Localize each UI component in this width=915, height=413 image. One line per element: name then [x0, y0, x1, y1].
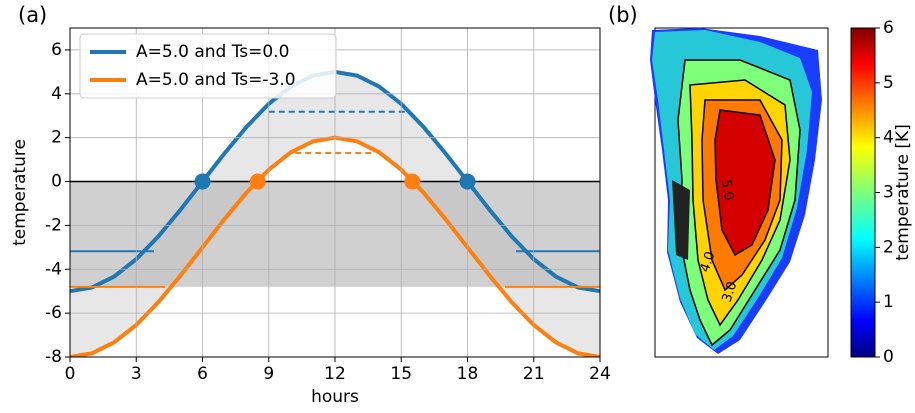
colorbar-tick-label: 5: [883, 73, 894, 93]
crossing-point: [249, 173, 266, 190]
contour-label: 5.0: [718, 179, 736, 202]
colorbar-label: temperature [K]: [893, 124, 913, 261]
x-tick-label: 18: [457, 364, 479, 384]
y-tick-label: 4: [51, 84, 62, 104]
y-tick-label: 2: [51, 128, 62, 148]
x-tick-label: 9: [263, 364, 274, 384]
x-tick-label: 0: [65, 364, 76, 384]
x-tick-label: 12: [324, 364, 346, 384]
crossing-point: [194, 173, 211, 190]
y-tick-label: -8: [45, 347, 62, 367]
panel-label: (a): [18, 3, 47, 27]
colorbar-tick-label: 6: [883, 18, 894, 38]
legend-label: A=5.0 and Ts=-3.0: [136, 70, 296, 90]
x-tick-label: 6: [197, 364, 208, 384]
colorbar-tick-label: 0: [883, 347, 894, 367]
colorbar: [850, 27, 876, 358]
y-tick-label: -2: [45, 215, 62, 235]
x-tick-label: 21: [523, 364, 545, 384]
crossing-point: [459, 173, 476, 190]
y-axis-label: temperature: [10, 139, 30, 246]
contour-label: 3.0: [720, 280, 741, 304]
y-tick-label: 6: [51, 40, 62, 60]
greenland-map: [650, 27, 829, 358]
x-axis-label: hours: [311, 387, 359, 407]
x-tick-label: 15: [390, 364, 412, 384]
colorbar-tick-label: 1: [883, 292, 894, 312]
crossing-point: [404, 173, 421, 190]
colorbar-tick-label: 3: [883, 183, 894, 203]
colorbar-tick-label: 2: [883, 237, 894, 257]
panel-label: (b): [608, 3, 638, 27]
legend-label: A=5.0 and Ts=0.0: [136, 42, 289, 62]
y-tick-label: -4: [45, 259, 62, 279]
y-tick-label: -6: [45, 303, 62, 323]
y-tick-label: 0: [51, 172, 62, 192]
x-tick-label: 3: [131, 364, 142, 384]
contour-label: 4.0: [698, 250, 719, 274]
colorbar-tick-label: 4: [883, 128, 894, 148]
legend-box: [79, 33, 337, 99]
x-tick-label: 24: [589, 364, 611, 384]
